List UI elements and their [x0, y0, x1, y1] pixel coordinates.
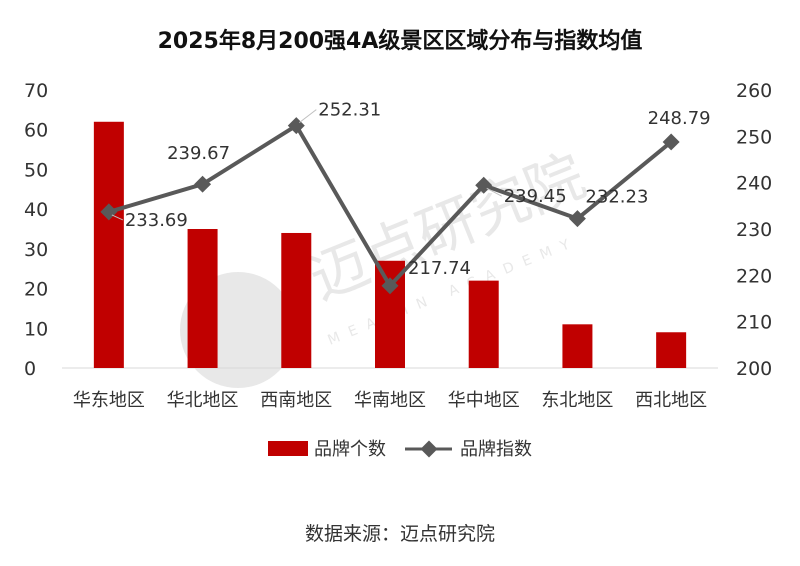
category-label: 东北地区	[541, 390, 613, 411]
bar-东北地区	[562, 324, 593, 368]
left-tick-label: 40	[24, 199, 48, 221]
left-tick-label: 60	[24, 120, 48, 142]
left-tick-label: 70	[24, 80, 48, 102]
index-point	[194, 175, 212, 193]
left-tick-label: 50	[24, 159, 48, 181]
right-axis: 200 210 220 230 240 250 260	[736, 80, 772, 380]
category-label: 华东地区	[73, 390, 145, 411]
index-label-leader	[298, 109, 317, 124]
index-data-label: 239.67	[167, 143, 230, 164]
legend: 品牌个数 品牌指数	[268, 439, 532, 460]
right-tick-label: 220	[736, 265, 772, 287]
index-point	[662, 133, 680, 151]
bar-西北地区	[656, 332, 687, 368]
right-tick-label: 240	[736, 173, 772, 195]
index-point	[568, 210, 586, 228]
category-label: 华南地区	[354, 390, 426, 411]
left-axis: 0 10 20 30 40 50 60 70	[24, 80, 48, 380]
bar-华北地区	[187, 229, 218, 368]
legend-line-marker	[420, 440, 438, 458]
index-point	[100, 203, 118, 221]
bar-华东地区	[93, 121, 124, 369]
index-data-label: 252.31	[318, 100, 381, 121]
index-data-label: 239.45	[504, 186, 567, 207]
left-tick-label: 0	[24, 358, 36, 380]
category-label: 西南地区	[260, 390, 332, 411]
bar-西南地区	[281, 232, 312, 368]
bar-series	[93, 121, 687, 369]
category-label: 西北地区	[635, 390, 707, 411]
right-tick-label: 260	[736, 80, 772, 102]
right-tick-label: 210	[736, 312, 772, 334]
category-label: 华北地区	[167, 390, 239, 411]
right-tick-label: 230	[736, 219, 772, 241]
left-tick-label: 30	[24, 239, 48, 261]
index-data-label: 217.74	[408, 258, 471, 279]
legend-bar-swatch	[268, 441, 308, 456]
left-tick-label: 10	[24, 318, 48, 340]
index-data-label: 233.69	[125, 210, 188, 231]
legend-line-label: 品牌指数	[460, 439, 532, 460]
index-data-label: 248.79	[648, 108, 711, 129]
left-tick-label: 20	[24, 279, 48, 301]
index-data-label: 232.23	[585, 187, 648, 208]
line-series: 233.69 239.67 252.31 217.74 239.45 232.23 248.…	[100, 100, 711, 295]
index-label-leader	[111, 214, 124, 221]
category-label: 华中地区	[448, 390, 520, 411]
source-note: 数据来源：迈点研究院	[305, 523, 495, 545]
bar-华中地区	[468, 280, 499, 368]
index-point	[381, 277, 399, 295]
legend-bar-label: 品牌个数	[314, 439, 386, 460]
right-tick-label: 200	[736, 358, 772, 380]
right-tick-label: 250	[736, 126, 772, 148]
category-labels: 华东地区 华北地区 西南地区 华南地区 华中地区 东北地区 西北地区	[73, 390, 707, 411]
index-point	[475, 176, 493, 194]
chart-title: 2025年8月200强4A级景区区域分布与指数均值	[158, 28, 643, 54]
index-label-leader	[486, 187, 502, 197]
